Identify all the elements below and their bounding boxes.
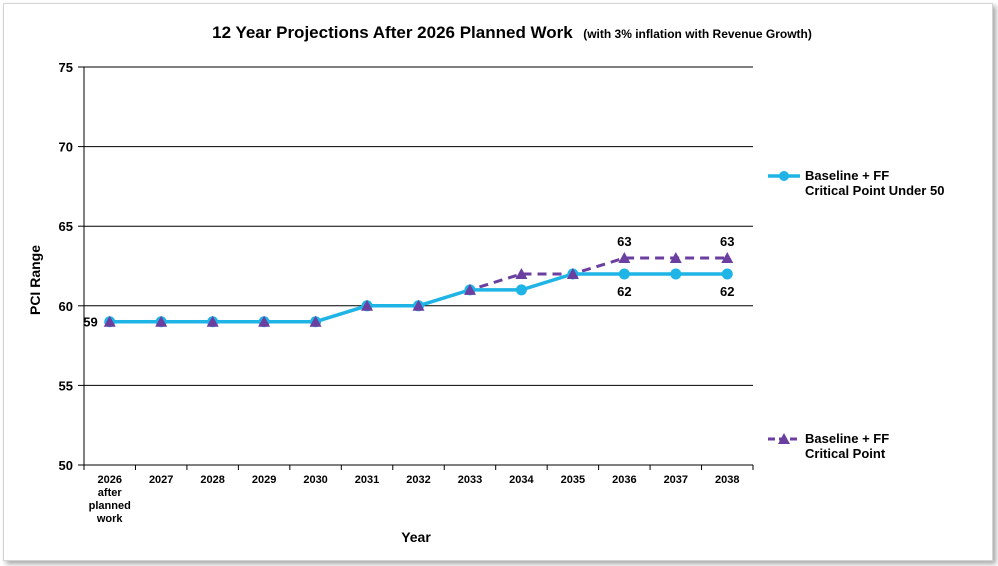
chart-title-group: 12 Year Projections After 2026 Planned W… [212,23,812,42]
marker-triangle [361,299,374,311]
x-tick-label-2031: 2031 [355,474,379,486]
x-tick-label-2030: 2030 [303,474,327,486]
x-tick-label-line: 2036 [612,474,636,486]
legend-label-line: Baseline + FF [805,168,889,183]
y-tick-label-70: 70 [59,140,73,155]
legend-label: Baseline + FF Critical Point Under 50 [805,168,944,198]
x-tick-label-line: 2026 [97,474,121,486]
y-axis-label: PCI Range [27,245,43,315]
x-tick-label-2026: 2026 after planned work [89,474,131,525]
marker-circle [618,268,630,280]
x-tick-label-line: 2038 [715,474,739,486]
chart-title: 12 Year Projections After 2026 Planned W… [212,23,573,42]
data-labels: 59 63 62 63 62 [83,234,734,330]
x-tick-label-line: planned [89,500,131,512]
legend-label-line: Critical Point [805,446,886,461]
legend-entry-0: Baseline + FF Critical Point Under 50 [768,168,944,198]
marker-triangle [155,315,168,327]
marker-triangle [309,315,322,327]
data-label: 63 [617,234,631,249]
x-tick-label-2028: 2028 [200,474,224,486]
y-tick-labels: 50 55 60 65 70 75 [59,60,73,473]
axes [78,66,754,470]
x-tick-label-line: 2035 [561,474,585,486]
marker-triangle [412,299,425,311]
marker-triangle [618,252,631,264]
x-tick-label-line: 2030 [303,474,327,486]
series-line-0 [109,272,728,324]
x-tick-label-line: 2028 [200,474,224,486]
x-tick-label-2036: 2036 [612,474,636,486]
data-label: 62 [617,284,631,299]
marker-triangle [669,252,682,264]
x-tick-label-line: after [98,487,123,499]
marker-triangle [206,315,219,327]
data-label: 63 [720,234,734,249]
y-tick-label-55: 55 [59,378,73,393]
data-label: 59 [83,315,97,330]
marker-triangle [258,315,271,327]
legend-marker-circle [779,171,789,181]
marker-circle [721,268,733,280]
x-tick-label-2035: 2035 [561,474,585,486]
gridlines [84,66,753,386]
x-tick-label-line: 2029 [252,474,276,486]
legend-marker-triangle [778,433,790,444]
series-group [103,252,734,328]
legend-label-line: Baseline + FF [805,431,889,446]
x-tick-label-2033: 2033 [458,474,482,486]
legend-label-line: Critical Point Under 50 [805,183,944,198]
marker-triangle [103,315,116,327]
series-line-1 [109,256,728,324]
marker-circle [670,268,682,280]
x-tick-label-2034: 2034 [509,474,534,486]
data-label: 62 [720,284,734,299]
x-tick-label-line: 2037 [664,474,688,486]
x-tick-label-line: 2034 [509,474,534,486]
x-tick-label-line: 2027 [149,474,173,486]
chart-subtitle: (with 3% inflation with Revenue Growth) [583,27,812,41]
x-tick-label-2027: 2027 [149,474,173,486]
x-tick-label-line: 2032 [406,474,430,486]
marker-circle [515,284,527,296]
marker-triangle [721,252,734,264]
x-tick-label-line: 2031 [355,474,379,486]
x-axis-label: Year [401,529,431,545]
legend-label: Baseline + FF Critical Point [805,431,889,461]
x-tick-label-line: 2033 [458,474,482,486]
y-tick-label-65: 65 [59,219,73,234]
x-tick-label-2037: 2037 [664,474,688,486]
x-tick-labels: 2026 after planned work 2027 2028 2029 2030 2031… [89,474,740,525]
marker-triangle [463,283,476,295]
y-tick-label-75: 75 [59,60,73,75]
x-tick-label-2038: 2038 [715,474,739,486]
y-tick-label-60: 60 [59,299,73,314]
legend: Baseline + FF Critical Point Under 50Base… [768,168,944,461]
x-tick-label-2032: 2032 [406,474,430,486]
marker-triangle [566,267,579,279]
x-tick-label-2029: 2029 [252,474,276,486]
legend-entry-1: Baseline + FF Critical Point [768,431,889,461]
y-tick-label-50: 50 [59,458,73,473]
x-tick-label-line: work [96,513,124,525]
marker-triangle [515,267,528,279]
